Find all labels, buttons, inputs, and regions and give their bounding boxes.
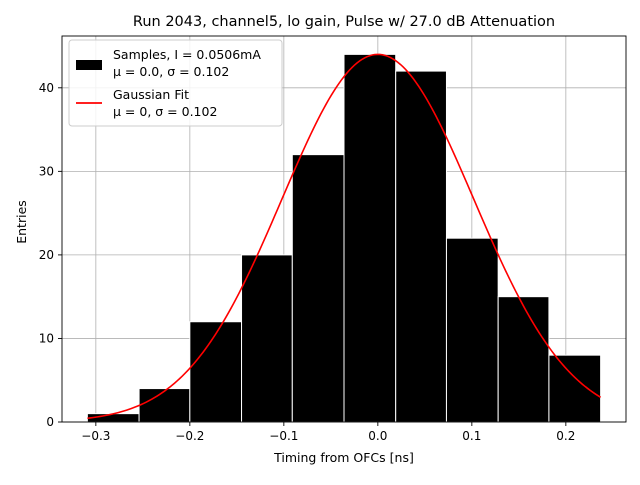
y-tick-label: 40 — [39, 81, 54, 95]
x-tick-label: 0.1 — [462, 429, 481, 443]
y-tick-label: 0 — [46, 415, 54, 429]
y-tick-label: 30 — [39, 164, 54, 178]
x-tick-label: 0.0 — [368, 429, 387, 443]
legend-samples-stats: μ = 0.0, σ = 0.102 — [113, 64, 229, 79]
histogram-bar — [343, 53, 397, 423]
x-tick-label: −0.3 — [81, 429, 110, 443]
chart-title: Run 2043, channel5, lo gain, Pulse w/ 27… — [133, 14, 555, 30]
x-tick-label: −0.1 — [269, 429, 298, 443]
x-tick-label: 0.2 — [556, 429, 575, 443]
y-axis-ticks: 0 10 20 30 40 — [39, 81, 62, 429]
histogram-bar — [548, 354, 602, 423]
y-tick-label: 20 — [39, 248, 54, 262]
x-axis-label: Timing from OFCs [ns] — [273, 450, 414, 465]
histogram-bar — [189, 321, 243, 423]
histogram-bar — [291, 154, 345, 423]
legend-samples-label: Samples, I = 0.0506mA — [113, 47, 261, 62]
legend: Samples, I = 0.0506mA μ = 0.0, σ = 0.102… — [68, 39, 283, 127]
legend-fit-label: Gaussian Fit — [113, 87, 189, 102]
plot-frame — [61, 35, 627, 423]
histogram-bar — [138, 388, 191, 423]
histogram-bar — [241, 254, 293, 423]
y-tick-label: 10 — [39, 331, 54, 345]
x-axis-ticks: −0.3 −0.2 −0.1 0.0 0.1 0.2 — [81, 422, 575, 443]
legend-fit-stats: μ = 0, σ = 0.102 — [113, 104, 217, 119]
legend-box — [68, 39, 283, 127]
histogram-bars — [86, 53, 602, 423]
histogram-bar — [395, 70, 447, 423]
legend-bar-swatch — [76, 60, 102, 70]
x-tick-label: −0.2 — [175, 429, 204, 443]
histogram-bar — [445, 237, 499, 423]
gaussian-fit-curve — [87, 53, 602, 420]
histogram-bar — [497, 296, 550, 423]
y-axis-label: Entries — [14, 200, 29, 244]
